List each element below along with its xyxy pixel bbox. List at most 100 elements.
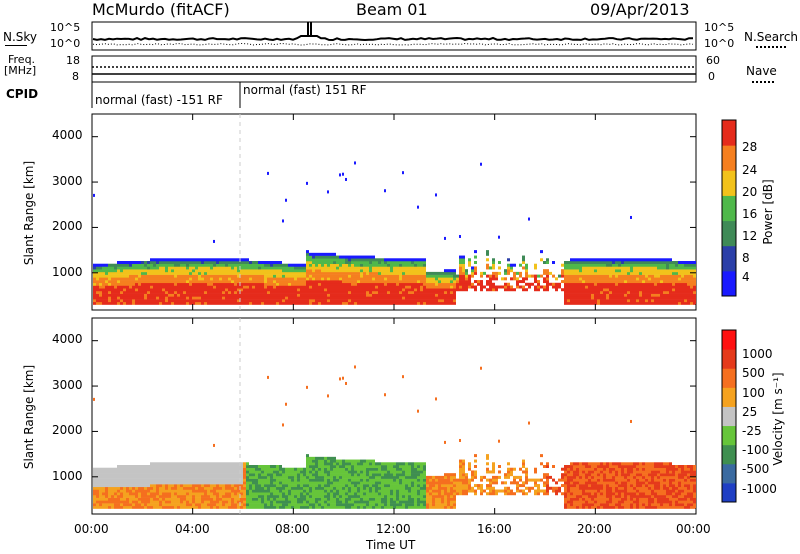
power-cell: [690, 269, 693, 273]
power-cell: [318, 252, 321, 256]
velocity-cell: [459, 492, 462, 496]
velocity-cell: [363, 494, 366, 498]
velocity-cell: [237, 462, 240, 466]
velocity-cell: [273, 486, 276, 490]
power-cell: [297, 280, 300, 284]
power-cell: [360, 296, 363, 300]
power-cell: [684, 301, 687, 305]
power-cell: [147, 266, 150, 270]
velocity-cell: [252, 505, 255, 509]
power-cell: [639, 258, 642, 262]
velocity-cell: [252, 470, 255, 474]
power-cell: [150, 269, 153, 273]
power-cell: [387, 263, 390, 267]
velocity-cell: [168, 462, 171, 466]
velocity-cell: [243, 473, 246, 477]
power-cell: [267, 261, 270, 264]
power-cell: [204, 290, 207, 294]
velocity-cell: [162, 505, 165, 509]
velocity-cell: [120, 465, 123, 468]
velocity-cell: [411, 484, 414, 488]
velocity-cell: [420, 465, 423, 468]
power-cell: [315, 252, 318, 256]
power-cell: [645, 258, 648, 262]
velocity-cell: [432, 484, 435, 488]
power-cell: [228, 271, 231, 275]
power-cell: [450, 301, 453, 305]
power-cell: [651, 271, 654, 275]
velocity-cell: [408, 500, 411, 504]
velocity-cell: [429, 503, 432, 507]
power-cell: [264, 301, 267, 305]
velocity-cell: [147, 489, 150, 493]
power-cell: [102, 293, 105, 297]
power-cell: [609, 282, 612, 286]
velocity-cell: [444, 503, 447, 507]
velocity-cell: [303, 470, 306, 474]
velocity-cell: [438, 500, 441, 504]
velocity-cell: [321, 481, 324, 485]
power-cell: [108, 285, 111, 289]
power-cell: [537, 288, 540, 292]
velocity-cell: [306, 478, 309, 482]
velocity-cell: [183, 478, 186, 482]
power-cell: [246, 290, 249, 294]
power-cell: [465, 285, 468, 289]
power-cell: [615, 290, 618, 294]
power-cell: [261, 274, 264, 278]
power-cell: [186, 301, 189, 305]
velocity-cell: [126, 467, 129, 471]
velocity-cell: [195, 489, 198, 493]
power-cell: [630, 266, 633, 270]
power-cell: [318, 293, 321, 297]
velocity-cell: [432, 475, 435, 479]
power-cell: [138, 301, 141, 305]
power-cell: [132, 285, 135, 289]
velocity-cell: [336, 459, 339, 463]
power-cell: [150, 285, 153, 289]
power-cell: [573, 266, 576, 270]
power-cell: [309, 293, 312, 297]
velocity-cell: [186, 481, 189, 485]
velocity-cell: [306, 475, 309, 479]
velocity-cell: [312, 473, 315, 477]
velocity-cell: [219, 478, 222, 482]
velocity-cell: [204, 503, 207, 507]
velocity-cell: [243, 465, 246, 468]
power-cell: [93, 274, 96, 278]
velocity-cell: [111, 489, 114, 493]
power-cell: [615, 288, 618, 292]
power-cell: [129, 269, 132, 273]
power-cell: [624, 299, 627, 303]
velocity-cell: [261, 478, 264, 482]
power-cell: [108, 293, 111, 297]
power-cell: [678, 296, 681, 300]
power-cell: [609, 271, 612, 275]
power-cell: [348, 288, 351, 292]
power-cell: [444, 290, 447, 294]
power-cell: [147, 301, 150, 305]
velocity-cell: [291, 505, 294, 509]
power-cell: [534, 263, 537, 267]
power-cell: [630, 277, 633, 281]
velocity-cell: [186, 465, 189, 468]
velocity-cell: [237, 478, 240, 482]
velocity-cell: [300, 470, 303, 474]
velocity-cell: [132, 505, 135, 509]
power-cell: [168, 296, 171, 300]
power-cell: [687, 288, 690, 292]
power-cell: [675, 296, 678, 300]
velocity-cell: [270, 500, 273, 504]
power-cell: [690, 274, 693, 278]
velocity-cell: [144, 503, 147, 507]
velocity-cell: [366, 497, 369, 501]
velocity-cell: [339, 462, 342, 466]
power-cell: [339, 269, 342, 273]
velocity-cell: [267, 475, 270, 479]
velocity-cell: [417, 497, 420, 501]
power-cell: [243, 271, 246, 275]
power-cell: [651, 299, 654, 303]
power-cell: [588, 280, 591, 284]
velocity-cell: [393, 478, 396, 482]
velocity-cell: [300, 494, 303, 498]
